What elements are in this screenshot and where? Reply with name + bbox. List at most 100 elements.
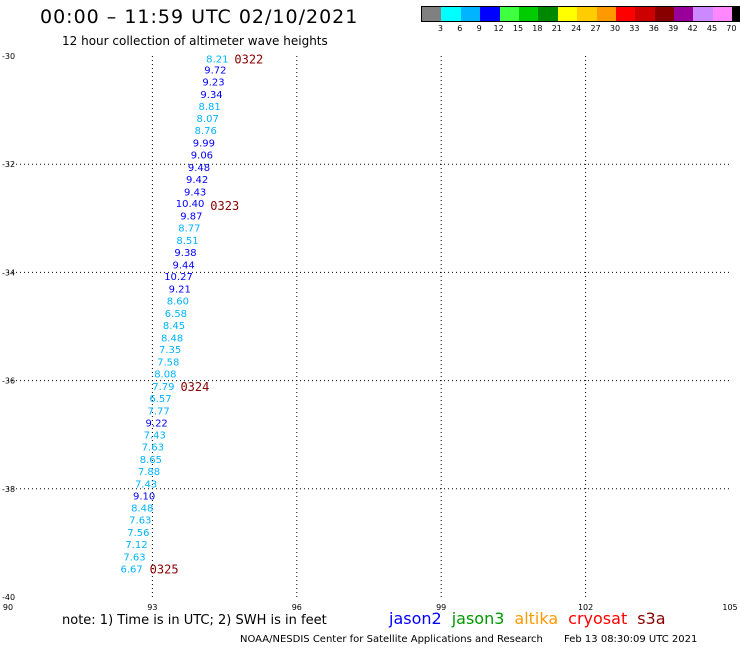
wave-height-label: 6.67 bbox=[121, 564, 143, 575]
wave-height-label: 9.21 bbox=[169, 285, 191, 296]
wave-height-label: 8.51 bbox=[176, 236, 198, 247]
color-swatch bbox=[538, 7, 558, 21]
y-tick-label: -38 bbox=[2, 485, 15, 494]
time-annotation: 0322 bbox=[234, 53, 263, 67]
color-swatch bbox=[557, 7, 578, 21]
generated-timestamp: Feb 13 08:30:09 UTC 2021 bbox=[564, 634, 698, 645]
color-legend-label: 27 bbox=[590, 24, 601, 33]
color-swatch bbox=[422, 7, 442, 21]
wave-height-label: 8.48 bbox=[131, 504, 153, 515]
color-swatch bbox=[577, 7, 597, 21]
y-tick-label: -36 bbox=[2, 377, 15, 386]
wave-height-label: 6.58 bbox=[165, 309, 187, 320]
wave-height-label: 7.88 bbox=[138, 467, 160, 478]
color-swatch bbox=[712, 7, 733, 21]
color-swatch bbox=[518, 7, 539, 21]
color-legend-label: 70 bbox=[726, 24, 737, 33]
color-swatch bbox=[674, 7, 694, 21]
color-legend-label: 45 bbox=[706, 24, 718, 33]
color-legend-label: 9 bbox=[476, 24, 482, 33]
color-swatch bbox=[615, 7, 636, 21]
x-tick-label: 90 bbox=[3, 603, 13, 612]
wave-height-label: 9.44 bbox=[172, 260, 194, 271]
x-tick-label: 96 bbox=[292, 603, 302, 612]
color-swatch bbox=[654, 7, 675, 21]
wave-height-label: 10.27 bbox=[164, 272, 193, 283]
wave-height-label: 9.34 bbox=[200, 90, 222, 101]
wave-height-label: 8.21 bbox=[206, 55, 228, 66]
color-legend-label: 21 bbox=[551, 24, 562, 33]
color-swatch bbox=[499, 7, 519, 21]
wave-height-label: 9.99 bbox=[193, 139, 215, 150]
color-legend-swatches bbox=[421, 6, 740, 22]
x-tick-label: 105 bbox=[722, 603, 737, 612]
wave-height-label: 8.08 bbox=[154, 370, 176, 381]
wave-height-label: 7.63 bbox=[129, 516, 151, 527]
credit-text: NOAA/NESDIS Center for Satellite Applica… bbox=[240, 634, 543, 645]
color-legend-label: 6 bbox=[457, 24, 463, 33]
color-swatch bbox=[480, 7, 500, 21]
wave-height-label: 8.07 bbox=[197, 114, 219, 125]
color-swatch bbox=[635, 7, 655, 21]
footnote: note: 1) Time is in UTC; 2) SWH is in fe… bbox=[62, 613, 327, 628]
color-legend-label: 42 bbox=[687, 24, 698, 33]
color-legend-label: 33 bbox=[629, 24, 640, 33]
satellite-label-cryosat: cryosat bbox=[568, 609, 628, 628]
y-tick-label: -30 bbox=[2, 52, 15, 61]
y-tick-label: -40 bbox=[2, 593, 15, 602]
color-legend-label: 3 bbox=[437, 24, 443, 33]
color-legend-label: 39 bbox=[668, 24, 679, 33]
color-swatch bbox=[693, 7, 713, 21]
wave-height-label: 7.43 bbox=[135, 479, 157, 490]
wave-height-label: 7.12 bbox=[125, 540, 147, 551]
color-legend-label: 15 bbox=[512, 24, 524, 33]
color-legend-label: 30 bbox=[609, 24, 621, 33]
wave-height-label: 9.06 bbox=[191, 150, 213, 161]
time-annotation: 0325 bbox=[150, 562, 179, 576]
wave-height-label: 9.10 bbox=[133, 491, 155, 502]
wave-height-label: 9.43 bbox=[184, 187, 206, 198]
wave-height-label: 8.81 bbox=[198, 102, 220, 113]
color-legend-label: 36 bbox=[648, 24, 659, 33]
y-tick-label: -34 bbox=[2, 268, 15, 277]
wave-height-label: 9.48 bbox=[188, 163, 210, 174]
wave-height-label: 8.48 bbox=[161, 333, 183, 344]
footer: NOAA/NESDIS Center for Satellite Applica… bbox=[240, 634, 697, 645]
wave-height-label: 7.35 bbox=[159, 345, 181, 356]
wave-height-label: 10.40 bbox=[176, 199, 205, 210]
color-swatch bbox=[441, 7, 461, 21]
chart-subtitle: 12 hour collection of altimeter wave hei… bbox=[62, 34, 328, 48]
wave-height-label: 8.76 bbox=[195, 126, 217, 137]
wave-height-label: 9.22 bbox=[146, 418, 168, 429]
satellite-label-jason3: jason3 bbox=[451, 609, 505, 628]
color-legend-label: 24 bbox=[571, 24, 582, 33]
y-tick-label: -32 bbox=[2, 160, 15, 169]
satellite-label-jason2: jason2 bbox=[389, 609, 442, 628]
color-swatch bbox=[732, 7, 740, 21]
color-legend-label: 12 bbox=[493, 24, 504, 33]
wave-height-label: 8.45 bbox=[163, 321, 185, 332]
wave-height-label: 7.79 bbox=[152, 382, 174, 393]
wave-height-label: 7.58 bbox=[157, 358, 179, 369]
chart-title: 00:00 – 11:59 UTC 02/10/2021 bbox=[40, 6, 359, 28]
x-tick-label: 93 bbox=[147, 603, 157, 612]
time-annotation: 0323 bbox=[210, 199, 239, 213]
time-annotation: 0324 bbox=[180, 380, 209, 394]
wave-height-label: 7.56 bbox=[127, 528, 149, 539]
wave-height-label: 9.42 bbox=[186, 175, 208, 186]
x-tick-label: 99 bbox=[436, 603, 446, 612]
color-swatch bbox=[460, 7, 481, 21]
wave-height-label: 9.38 bbox=[174, 248, 196, 259]
wave-height-label: 9.72 bbox=[204, 66, 226, 77]
wave-height-label: 9.23 bbox=[202, 77, 224, 88]
color-legend-label: 18 bbox=[532, 24, 543, 33]
wave-height-label: 7.63 bbox=[142, 443, 164, 454]
wave-height-label: 8.77 bbox=[178, 223, 200, 234]
satellite-legend: jason2 jason3 altika cryosat s3a bbox=[389, 609, 676, 628]
wave-height-label: 8.65 bbox=[140, 455, 162, 466]
wave-height-label: 7.63 bbox=[123, 552, 145, 563]
wave-height-label: 6.57 bbox=[149, 394, 171, 405]
